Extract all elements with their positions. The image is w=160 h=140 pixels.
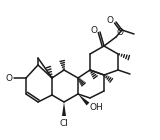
Text: Cl: Cl (60, 120, 68, 129)
Polygon shape (62, 102, 66, 116)
Text: O: O (116, 27, 124, 37)
Text: O: O (5, 74, 12, 82)
Polygon shape (78, 94, 89, 105)
Text: OH: OH (89, 103, 103, 113)
Text: O: O (107, 16, 113, 24)
Text: O: O (91, 25, 97, 34)
